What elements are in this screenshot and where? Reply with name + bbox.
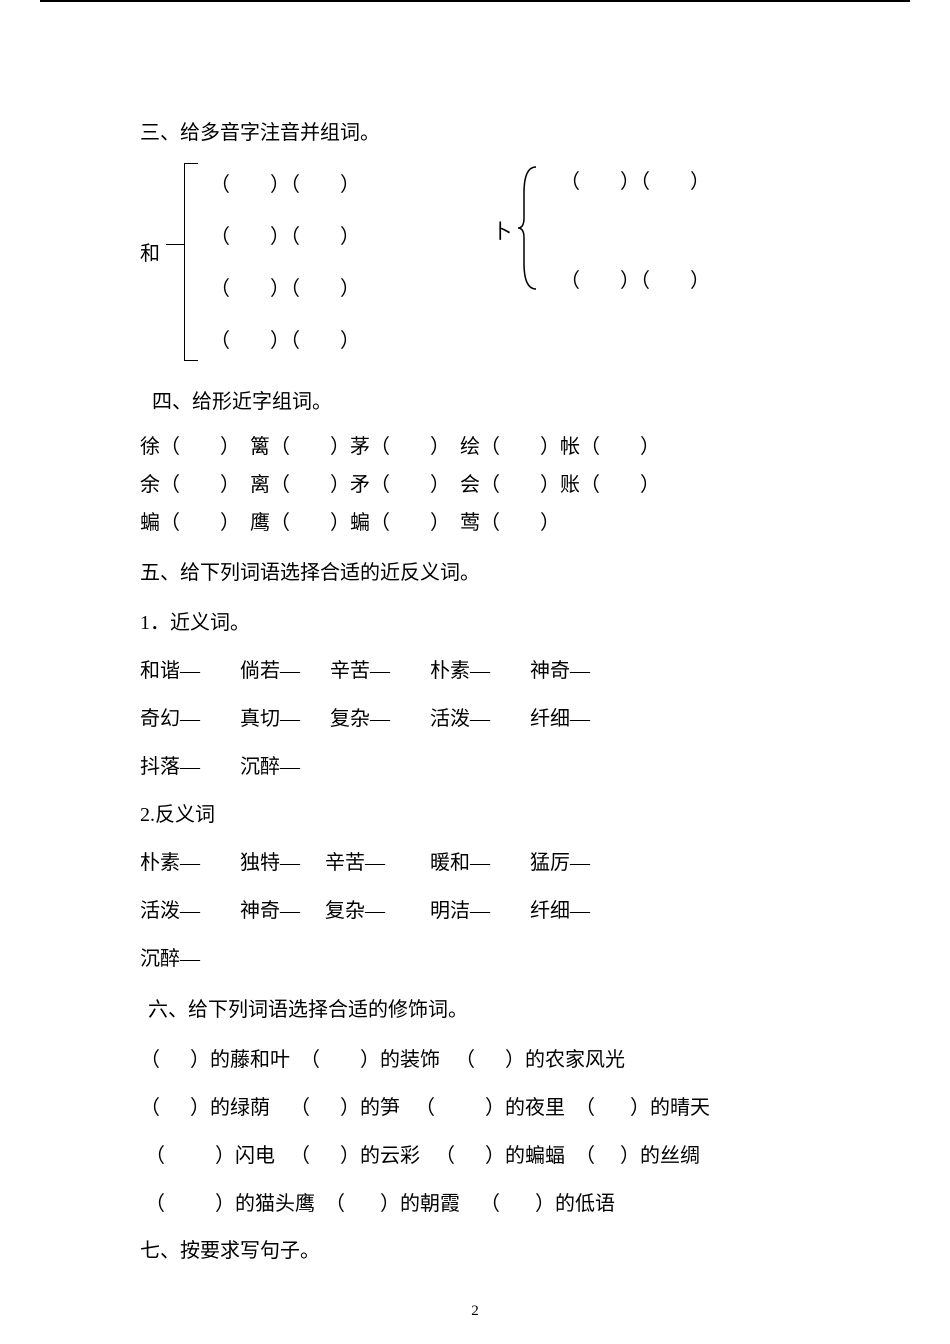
bo-rows: （ ）（ ） （ ）（ ） [560,159,710,293]
left-square-bracket [184,163,198,361]
s5-ant-1: 朴素— 独特— 辛苦— 暖和— 猛厉— [140,839,890,887]
curly-brace [516,163,544,299]
char-bo: 卜 [492,215,512,244]
s5-ant-2: 活泼— 神奇— 复杂— 明洁— 纤细— [140,887,890,935]
s6-row-1: （ ）的藤和叶 （ ）的装饰 （ ）的农家风光 [140,1036,890,1084]
page-content: 三、给多音字注音并组词。 和 （ ）（ ） （ ）（ ） （ ）（ ） （ ）（… [0,62,950,1297]
s4-row-3: 蝙（ ） 鹰（ ）蝙（ ） 莺（ ） [140,504,890,542]
bo-row-1: （ ）（ ） [560,165,710,194]
s4-row-2: 余（ ） 离（ ）矛（ ） 会（ ）账（ ） [140,466,890,504]
s6-row-4: （ ）的猫头鹰 （ ）的朝霞 （ ）的低语 [140,1180,890,1228]
he-dash [166,244,184,245]
section-5-title: 五、给下列词语选择合适的近反义词。 [140,556,890,585]
section-4-grid: 徐（ ） 篱（ ）茅（ ） 绘（ ）帐（ ） 余（ ） 离（ ）矛（ ） 会（ … [140,428,890,542]
polyphonic-box: 和 （ ）（ ） （ ）（ ） （ ）（ ） （ ）（ ） 卜 （ ）（ [140,159,890,367]
s6-row-3: （ ）闪电 （ ）的云彩 （ ）的蝙蝠 （ ）的丝绸 [140,1132,890,1180]
page-number: 2 [0,1303,950,1320]
s5-ant-3: 沉醉— [140,935,890,983]
s4-row-1: 徐（ ） 篱（ ）茅（ ） 绘（ ）帐（ ） [140,428,890,466]
he-row-2: （ ）（ ） [210,211,890,263]
char-he: 和 [140,237,160,266]
he-rows: （ ）（ ） （ ）（ ） （ ）（ ） （ ）（ ） [210,159,890,367]
section-3-title: 三、给多音字注音并组词。 [140,116,890,145]
section-4-title: 四、给形近字组词。 [152,385,890,414]
s5-sub2: 2.反义词 [140,791,890,839]
s5-syn-2: 奇幻— 真切— 复杂— 活泼— 纤细— [140,695,890,743]
he-row-4: （ ）（ ） [210,315,890,367]
s5-sub1: 1．近义词。 [140,599,890,647]
he-row-1: （ ）（ ） [210,159,890,211]
top-rule [40,0,910,2]
section-7-title: 七、按要求写句子。 [140,1234,890,1263]
section-6-title: 六、给下列词语选择合适的修饰词。 [148,993,890,1022]
bo-row-2: （ ）（ ） [560,264,710,293]
he-row-3: （ ）（ ） [210,263,890,315]
s6-row-2: （ ）的绿荫 （ ）的笋 （ ）的夜里 （ ）的晴天 [140,1084,890,1132]
s5-syn-3: 抖落— 沉醉— [140,743,890,791]
s5-syn-1: 和谐— 倘若— 辛苦— 朴素— 神奇— [140,647,890,695]
